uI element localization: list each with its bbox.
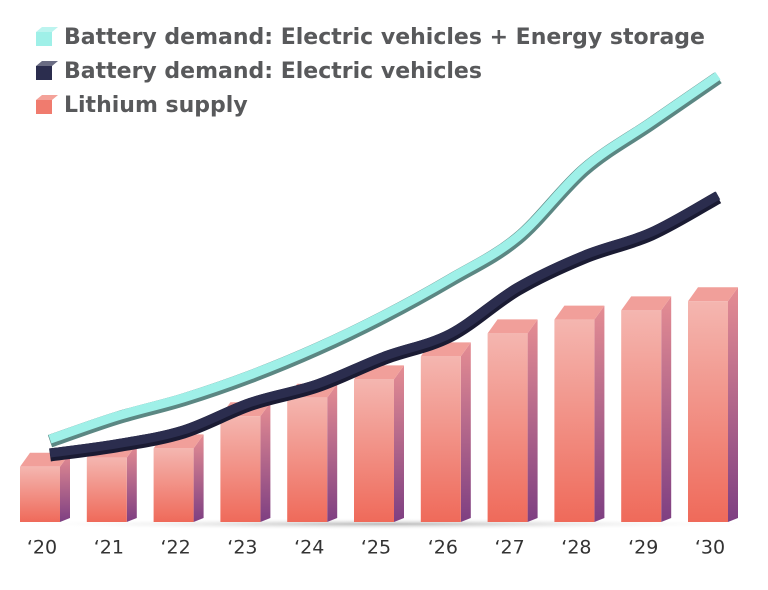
- x-tick-label: ‘24: [294, 537, 324, 559]
- bar-top: [487, 319, 538, 334]
- x-tick-label: ‘22: [160, 537, 190, 559]
- bar: [153, 448, 194, 522]
- bar: [20, 466, 60, 522]
- bar-side: [394, 365, 404, 522]
- bar-side: [60, 452, 70, 522]
- legend-swatch: [36, 66, 52, 80]
- bar: [487, 333, 528, 522]
- lines: [47, 72, 722, 462]
- bar-side: [126, 443, 137, 522]
- legend-label: Lithium supply: [64, 93, 248, 118]
- x-tick-label: ‘23: [227, 537, 257, 559]
- legend-swatch-top: [36, 27, 58, 32]
- bar: [86, 457, 127, 522]
- bar-side: [527, 319, 538, 522]
- bar: [220, 416, 261, 522]
- x-tick-label: ‘26: [428, 537, 458, 559]
- bar-top: [688, 287, 738, 302]
- bar-top: [621, 296, 672, 311]
- bar: [621, 310, 662, 522]
- bar: [688, 301, 728, 522]
- bar: [420, 356, 461, 522]
- bar: [554, 319, 595, 522]
- legend: Battery demand: Electric vehicles + Ener…: [36, 25, 705, 118]
- x-axis: ‘20 ‘21 ‘22 ‘23 ‘24 ‘25 ‘26 ‘27 ‘28 ‘29 ‘30: [27, 537, 725, 559]
- legend-swatch: [36, 100, 52, 114]
- legend-label: Battery demand: Electric vehicles: [64, 59, 482, 84]
- bar-side: [460, 342, 471, 522]
- bar-side: [193, 434, 204, 522]
- bar-side: [327, 383, 338, 522]
- bar-side: [661, 296, 672, 522]
- bar-side: [728, 287, 738, 522]
- x-tick-label: ‘20: [27, 537, 57, 559]
- x-tick-label: ‘29: [628, 537, 658, 559]
- x-tick-label: ‘30: [695, 537, 725, 559]
- bar: [354, 379, 394, 522]
- legend-swatch-top: [36, 95, 58, 100]
- x-tick-label: ‘27: [494, 537, 524, 559]
- bar-top: [554, 305, 605, 320]
- x-tick-label: ‘28: [561, 537, 591, 559]
- bar-side: [260, 402, 271, 522]
- legend-label: Battery demand: Electric vehicles + Ener…: [64, 25, 705, 50]
- legend-swatch-top: [36, 61, 58, 66]
- line: [49, 191, 721, 458]
- legend-swatch: [36, 32, 52, 46]
- bar: [287, 397, 328, 522]
- line: [48, 72, 721, 444]
- x-tick-label: ‘21: [94, 537, 124, 559]
- x-tick-label: ‘25: [361, 537, 391, 559]
- bar-side: [594, 305, 605, 522]
